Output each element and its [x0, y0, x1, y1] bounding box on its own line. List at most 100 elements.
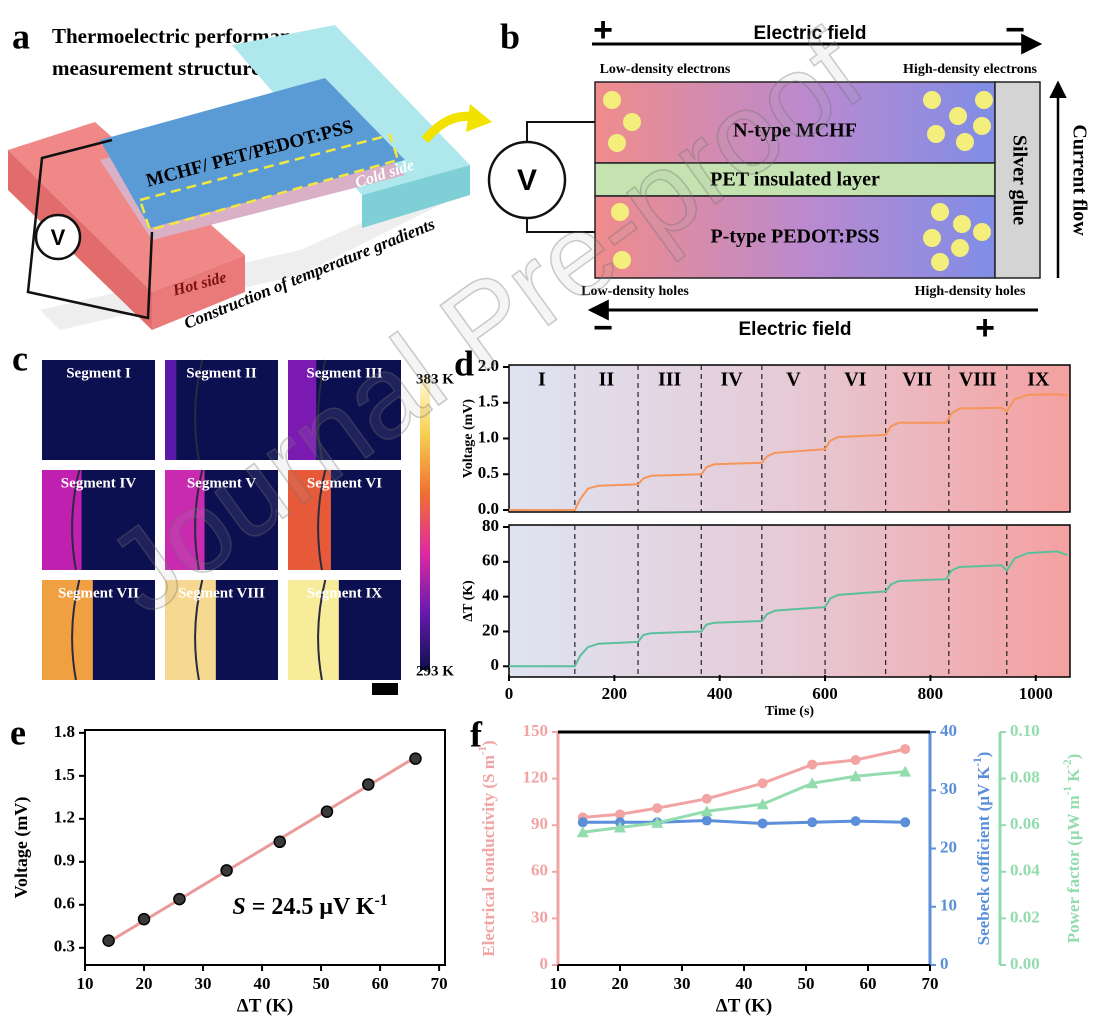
y-tick-label: 0.10	[1010, 721, 1040, 740]
label-part: K	[1064, 768, 1083, 786]
axis-label: ΔT (K)	[237, 995, 293, 1016]
segment-label: IV	[720, 369, 743, 391]
point	[139, 914, 150, 925]
marker	[851, 816, 861, 826]
x-tick-label: 0	[505, 684, 514, 703]
label-part: = 24.5 μV K	[246, 894, 375, 920]
y-tick-label: 0.06	[1010, 814, 1040, 833]
y-tick-label: 40	[482, 586, 499, 605]
segment-label: V	[786, 369, 801, 391]
y-tick-label: 60	[482, 551, 499, 570]
x-tick-label: 20	[612, 974, 629, 993]
x-tick-label: 40	[254, 974, 271, 993]
density-label: High-density electrons	[903, 62, 1037, 77]
panel-title: measurement structure	[52, 56, 261, 80]
panel-label: b	[500, 16, 520, 56]
y-tick-label: 40	[940, 721, 957, 740]
point	[363, 779, 374, 790]
label-part: S	[232, 894, 245, 920]
y-tick-label: 10	[940, 896, 957, 915]
marker	[702, 816, 712, 826]
x-tick-label: 70	[922, 974, 939, 993]
segment-label: III	[658, 369, 682, 391]
y-tick-label: 0.9	[54, 851, 75, 870]
segment-label: Segment I	[66, 365, 131, 381]
y-tick-label: 0.3	[54, 937, 75, 956]
axis-label: Voltage (mV)	[11, 797, 32, 899]
marker	[807, 760, 817, 770]
label-part: -1	[972, 757, 984, 766]
marker	[578, 817, 588, 827]
x-tick-label: 30	[195, 974, 212, 993]
marker	[652, 803, 662, 813]
y-tick-label: 0	[940, 954, 949, 973]
scale-bar	[372, 683, 398, 695]
point	[221, 865, 232, 876]
axis-label: Electrical conductivity (S m-1)	[477, 740, 498, 956]
density-label: High-density holes	[915, 284, 1026, 299]
x-tick-label: 40	[736, 974, 753, 993]
label-part: -1	[1062, 786, 1074, 795]
marker	[807, 817, 817, 827]
y-tick-label: 0.02	[1010, 907, 1040, 926]
axis-label: ΔT (K)	[716, 995, 772, 1016]
label-part: Electrical conductivity (S m	[479, 755, 498, 957]
sign: +	[975, 309, 995, 347]
panel-label: e	[10, 712, 26, 752]
axis-label: ΔT (K)	[461, 580, 476, 622]
x-tick-label: 400	[707, 684, 733, 703]
point	[410, 753, 421, 764]
y-tick-label: 80	[482, 516, 499, 535]
panel-a: a Thermoelectric performance measurement…	[8, 16, 492, 332]
marker	[900, 817, 910, 827]
x-tick-label: 800	[918, 684, 944, 703]
axis-label: S = 24.5 μV K-1	[232, 892, 387, 920]
current-label: Current flow	[1068, 124, 1090, 236]
segment-label: VIII	[959, 369, 997, 391]
x-tick-label: 200	[602, 684, 628, 703]
x-tick-label: 50	[313, 974, 330, 993]
segment-label: II	[599, 369, 615, 391]
silver-label: Silver glue	[1008, 135, 1030, 225]
segment-label: I	[538, 369, 546, 391]
label-part: )	[1064, 754, 1083, 760]
x-tick-label: 60	[372, 974, 389, 993]
y-tick-label: 0.5	[478, 463, 499, 482]
x-tick-label: 60	[860, 974, 877, 993]
y-tick-label: 150	[523, 721, 549, 740]
y-tick-label: 30	[940, 779, 957, 798]
segment-label: VII	[902, 369, 932, 391]
marker	[900, 744, 910, 754]
y-tick-label: 30	[531, 907, 548, 926]
density-label: Low-density electrons	[600, 62, 731, 77]
segment-label: VI	[844, 369, 866, 391]
point	[274, 836, 285, 847]
y-tick-label: 1.5	[54, 765, 75, 784]
colorbar-label: 293 K	[416, 663, 454, 679]
panel-label: a	[12, 16, 30, 56]
label-part: )	[974, 752, 993, 758]
x-tick-label: 600	[812, 684, 838, 703]
point	[103, 935, 114, 946]
layer-label: P-type PEDOT:PSS	[710, 226, 879, 248]
y-tick-label: 1.0	[478, 427, 499, 446]
y-tick-label: 20	[482, 620, 499, 639]
segment-label: Segment II	[186, 365, 257, 381]
point	[321, 806, 332, 817]
marker	[758, 778, 768, 788]
y-tick-label: 0	[540, 954, 549, 973]
axis-label: Seebeck cofficient (μV K-1)	[972, 752, 993, 946]
y-tick-label: 20	[940, 837, 957, 856]
x-tick-label: 10	[550, 974, 567, 993]
y-tick-label: 0.08	[1010, 768, 1040, 787]
y-tick-label: 1.2	[54, 808, 75, 827]
marker	[702, 794, 712, 804]
x-tick-label: 20	[136, 974, 153, 993]
arrow-head	[466, 104, 492, 132]
axis-label: Time (s)	[765, 704, 814, 719]
y-tick-label: 0	[491, 655, 500, 674]
point	[174, 894, 185, 905]
hot-region	[165, 360, 176, 460]
y-tick-label: 60	[531, 861, 548, 880]
x-tick-label: 1000	[1019, 684, 1053, 703]
